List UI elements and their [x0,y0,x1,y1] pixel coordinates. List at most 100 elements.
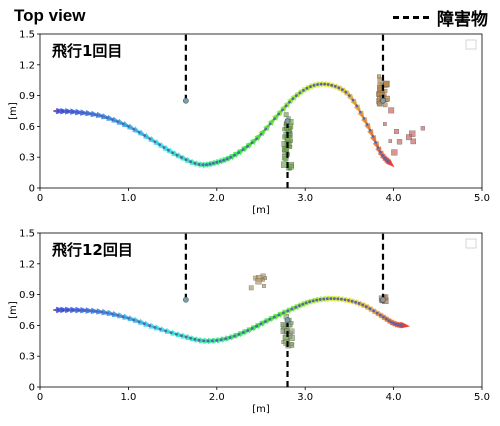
data-point [288,163,294,170]
trajectory-marker [84,309,88,312]
trajectory-marker [246,329,250,332]
trajectory-marker [399,323,403,327]
x-tick-label: 1.0 [120,392,136,403]
trajectory-marker [78,111,82,114]
x-tick-label: 2.0 [209,193,225,204]
trajectory-marker [241,331,245,334]
trajectory-marker [375,311,379,315]
trajectory-marker [215,160,219,164]
trajectory-marker [365,122,369,126]
y-tick-label: 1.5 [19,30,35,41]
data-point [283,156,289,162]
trajectory-marker [357,302,361,305]
trajectory-marker [383,156,387,160]
trajectory-marker [319,82,323,86]
trajectory-marker [225,157,229,161]
trajectory-marker [297,304,301,308]
trajectory-marker [111,312,114,316]
trajectory-marker [351,98,355,102]
trajectory-marker [148,137,152,141]
y-tick-label: 0.6 [19,122,35,133]
trajectory-marker [264,320,267,323]
trajectory-marker [180,156,183,159]
trajectory-marker [202,339,205,343]
trajectory-marker [368,128,372,132]
data-point [377,85,383,91]
plot-area [39,232,483,388]
trajectory-marker [158,143,162,147]
trajectory-marker [193,338,197,341]
data-point [255,278,262,285]
trajectory-marker [175,153,179,157]
trajectory-marker [162,146,166,149]
legend-label: 障害物 [437,10,488,30]
trajectory-marker [259,322,263,326]
trajectory-marker [255,137,258,141]
trajectory-marker [228,336,232,339]
x-tick-label: 3.0 [297,193,313,204]
trajectory-marker [301,302,305,306]
trajectory-marker [95,113,98,117]
figure-title: Top view [14,6,86,25]
x-tick-label: 0 [37,392,43,403]
trajectory-marker [210,339,214,343]
trajectory-marker [111,118,114,121]
data-point [288,334,293,339]
trajectory-marker [330,83,334,87]
trajectory-marker [273,117,276,121]
trajectory-marker [73,308,77,312]
panel-title: 飛行12回目 [51,241,133,259]
trajectory-marker [368,307,372,311]
trajectory-marker [233,334,236,338]
x-axis-label: [m] [252,205,270,216]
trajectory-marker [361,303,365,307]
trajectory-marker [116,313,120,317]
chart-panel-12: 0 1.0 2.0 3.0 4.0 5.0 0 0.3 0.6 0.9 1.2 1.5 [m] [m] 飛行… [8,229,490,416]
trajectory-marker [222,158,226,162]
obstacle-end-marker [183,296,189,303]
trajectory-marker [100,114,104,118]
trajectory-marker [180,334,183,338]
trajectory-marker [304,301,308,305]
x-tick-label: 1.0 [120,193,136,204]
trajectory-marker [298,91,302,95]
trajectory-marker [143,134,147,137]
data-point [289,321,294,325]
data-point [406,134,412,141]
trajectory-marker [378,150,382,154]
panel-title: 飛行1回目 [51,42,122,60]
trajectory-marker [323,82,327,86]
trajectory-marker [277,112,281,116]
trajectory-marker [218,159,222,163]
trajectory-marker [116,120,120,124]
trajectory-marker [189,336,192,340]
trajectory-marker [347,299,350,302]
y-tick-label: 0.9 [19,290,35,301]
data-point [383,80,390,88]
trajectory-marker [153,140,157,144]
trajectory-marker [315,298,319,302]
trajectory-marker [268,122,272,126]
trajectory-marker [224,337,228,341]
trajectory-marker [290,307,294,311]
trajectory-marker [205,163,208,167]
trajectory-marker [326,83,330,86]
trajectory-marker [54,308,58,312]
trajectory-marker [350,299,354,303]
data-point [409,130,416,137]
trajectory-marker [197,338,201,342]
trajectory-marker [153,326,157,329]
trajectory-marker [294,94,298,97]
trajectory-marker [378,313,382,317]
trajectory-marker [284,104,288,108]
direction-arrow [385,158,395,168]
trajectory-marker [264,127,268,131]
data-point [382,102,388,108]
data-point [377,96,381,101]
trajectory-marker [316,83,319,86]
x-tick-label: 3.0 [297,392,313,403]
trajectory-marker [364,305,368,309]
data-point [283,112,289,118]
trajectory-marker [78,308,82,312]
trajectory-marker [343,298,347,302]
